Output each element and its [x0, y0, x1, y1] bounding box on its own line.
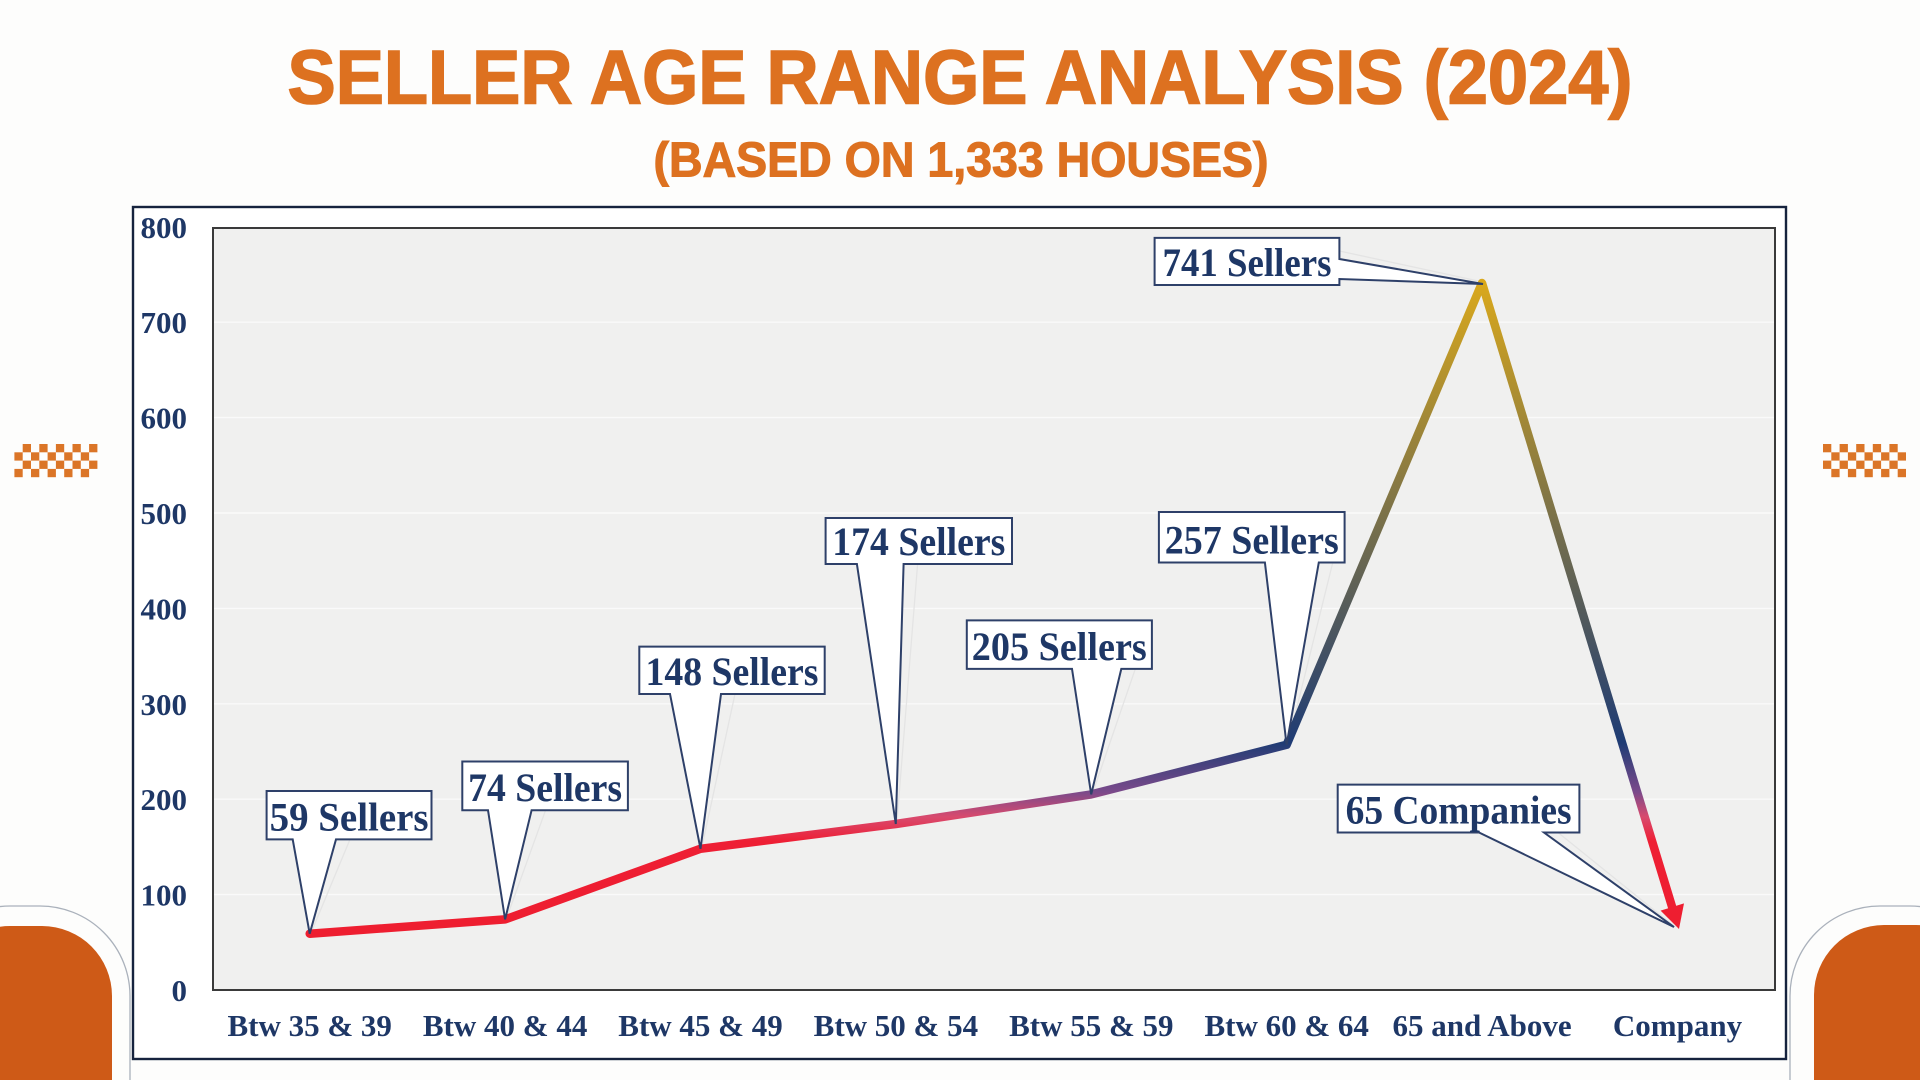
- svg-text:300: 300: [141, 687, 188, 722]
- svg-text:Btw 50 & 54: Btw 50 & 54: [814, 1008, 978, 1043]
- svg-text:400: 400: [141, 591, 188, 626]
- svg-text:174 Sellers: 174 Sellers: [832, 519, 1005, 564]
- svg-text:Btw 55 & 59: Btw 55 & 59: [1009, 1008, 1173, 1043]
- svg-text:SELLER AGE RANGE ANALYSIS (202: SELLER AGE RANGE ANALYSIS (2024): [288, 36, 1633, 121]
- svg-text:148 Sellers: 148 Sellers: [646, 649, 819, 694]
- svg-text:500: 500: [141, 496, 188, 531]
- svg-text:Btw 40 & 44: Btw 40 & 44: [423, 1008, 587, 1043]
- svg-text:200: 200: [141, 782, 188, 817]
- svg-text:100: 100: [141, 878, 188, 913]
- svg-text:65 Companies: 65 Companies: [1346, 788, 1572, 833]
- svg-text:741 Sellers: 741 Sellers: [1163, 240, 1332, 285]
- svg-text:257 Sellers: 257 Sellers: [1165, 518, 1339, 563]
- svg-text:800: 800: [141, 210, 188, 245]
- svg-text:Btw 60 & 64: Btw 60 & 64: [1204, 1008, 1368, 1043]
- svg-text:(BASED ON 1,333 HOUSES): (BASED ON 1,333 HOUSES): [654, 134, 1269, 188]
- svg-text:0: 0: [172, 973, 188, 1008]
- svg-text:59 Sellers: 59 Sellers: [270, 794, 429, 839]
- svg-text:Btw 35 & 39: Btw 35 & 39: [227, 1008, 391, 1043]
- svg-text:205 Sellers: 205 Sellers: [972, 624, 1147, 669]
- svg-text:600: 600: [141, 401, 188, 436]
- svg-text:Btw 45 & 49: Btw 45 & 49: [618, 1008, 782, 1043]
- svg-text:Company: Company: [1613, 1008, 1743, 1043]
- svg-text:700: 700: [141, 305, 188, 340]
- svg-text:65 and Above: 65 and Above: [1393, 1008, 1572, 1043]
- svg-text:74 Sellers: 74 Sellers: [468, 765, 622, 810]
